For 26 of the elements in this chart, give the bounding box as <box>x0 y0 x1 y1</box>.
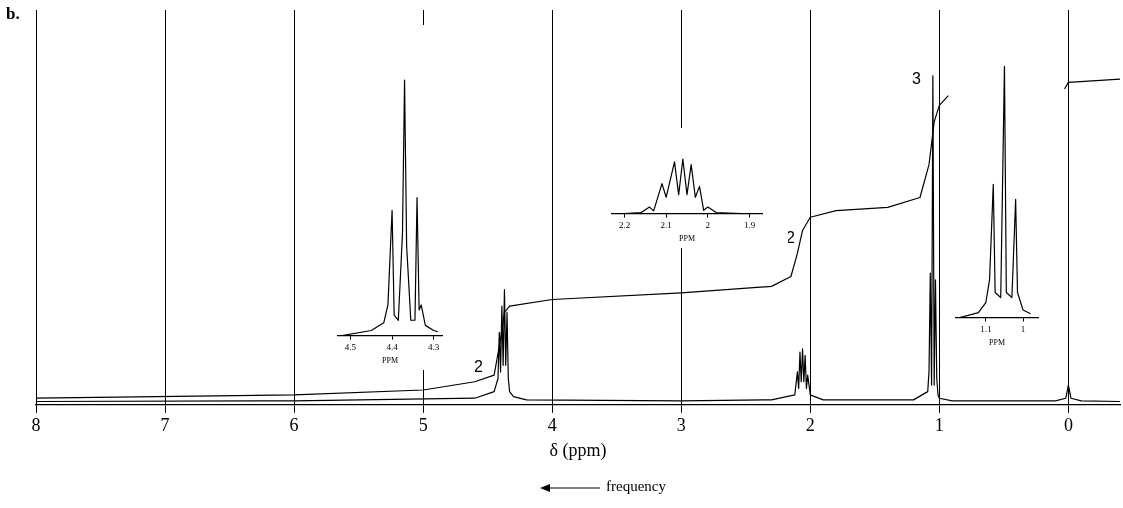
x-tick-label: 7 <box>160 415 170 436</box>
x-tick-label: 3 <box>676 415 686 436</box>
x-tick-label: 2.2 <box>618 220 631 231</box>
x-tick-label: 1 <box>934 415 944 436</box>
x-axis-title: PPM <box>678 234 696 244</box>
x-tick-label: 4.4 <box>386 342 399 353</box>
x-tick-label: 4.3 <box>428 342 440 353</box>
annotation: 2 <box>474 358 483 376</box>
text: frequency <box>606 478 666 494</box>
x-tick-label: 2 <box>805 415 815 436</box>
x-axis-title: PPM <box>381 356 399 366</box>
x-tick-label: 4.5 <box>344 342 357 353</box>
x-tick-label: 5 <box>418 415 428 436</box>
x-tick-label: 1.1 <box>980 324 992 335</box>
x-tick-label: 6 <box>289 415 299 436</box>
x-tick-label: 0 <box>1063 415 1073 436</box>
annotation: 3 <box>912 70 921 88</box>
x-tick-label: 8 <box>31 415 41 436</box>
x-tick-label: 1.9 <box>743 220 756 231</box>
x-axis-title: PPM <box>988 338 1006 348</box>
x-tick-label: 4 <box>547 415 557 436</box>
x-axis-title: δ (ppm) <box>549 439 607 461</box>
x-tick-label: 1 <box>1020 324 1026 335</box>
x-tick-label: 2 <box>705 220 711 231</box>
x-tick-label: 2.1 <box>660 220 672 231</box>
text: b. <box>6 4 20 24</box>
